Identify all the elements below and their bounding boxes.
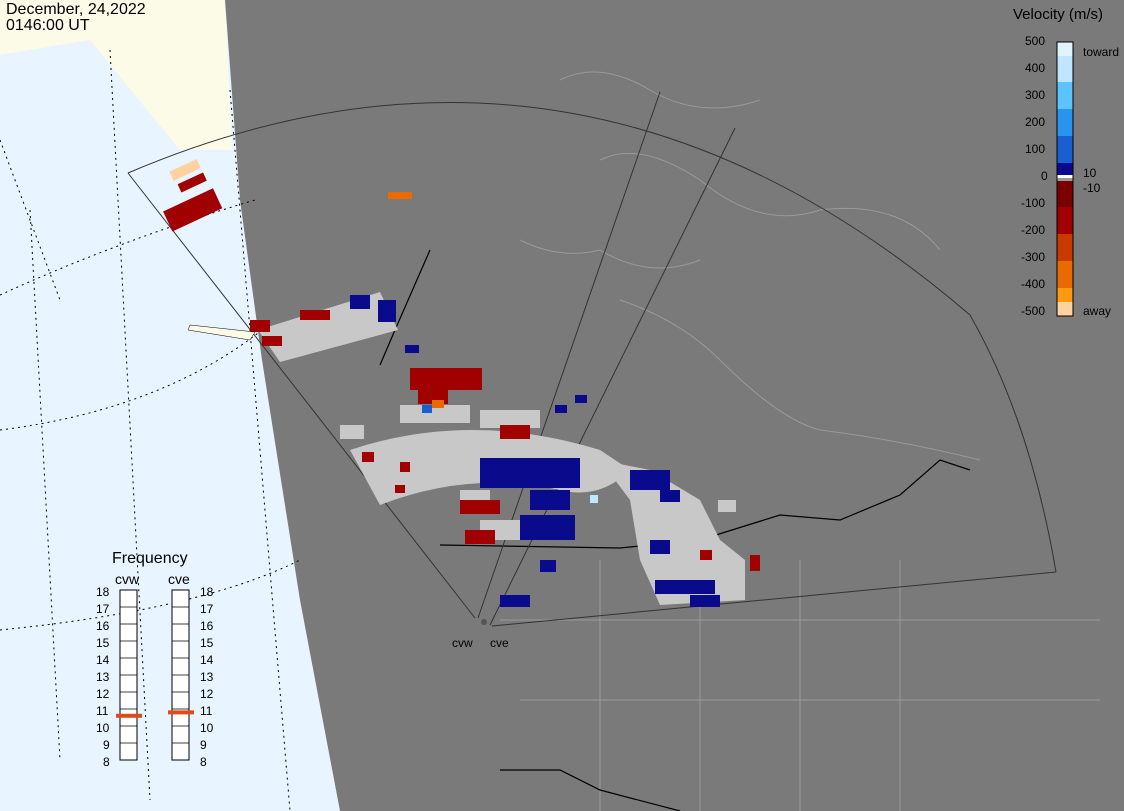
radar-site-marker [481,619,487,625]
freq-right-16: 16 [200,619,214,633]
frequency-title: Frequency [112,550,188,567]
fov-outlines [127,91,1057,627]
freq-left-18: 18 [96,585,110,599]
freq-left-9: 9 [103,738,110,752]
tick-neg500: -500 [1021,304,1046,318]
tick-10: 10 [1083,166,1097,180]
cvw-frequency-marker [116,713,142,718]
radar-label-cve: cve [490,636,509,650]
tick-neg300: -300 [1021,250,1046,264]
away-label: away [1083,304,1112,318]
velocity-legend-title: Velocity (m/s) [1013,6,1104,23]
tick-neg10: -10 [1083,181,1101,195]
coastlines [500,71,1100,811]
freq-right-17: 17 [200,602,214,616]
freq-left-10: 10 [96,721,110,735]
tick-300: 300 [1025,88,1046,102]
freq-right-18: 18 [200,585,214,599]
freq-left-13: 13 [96,670,110,684]
freq-left-12: 12 [96,687,110,701]
freq-right-15: 15 [200,636,214,650]
freq-right-13: 13 [200,670,214,684]
radar-label-cvw: cvw [452,636,473,650]
tick-100: 100 [1025,142,1046,156]
freq-left-15: 15 [96,636,110,650]
tick-200: 200 [1025,115,1046,129]
freq-right-8: 8 [200,755,207,769]
tick-0: 0 [1041,169,1048,183]
freq-right-11: 11 [200,704,213,718]
toward-label: toward [1083,45,1120,59]
freq-left-17: 17 [96,602,110,616]
date-label: December, 24,2022 [6,1,146,18]
freq-left-8: 8 [103,755,110,769]
ice-region [0,0,232,150]
island-outline [187,324,256,341]
velocity-colorbar [1056,41,1074,317]
graticule-lines [0,49,301,811]
cve-gauge-label: cve [168,571,190,587]
freq-left-11: 11 [96,704,109,718]
velocity-cells [163,159,760,607]
freq-right-10: 10 [200,721,214,735]
freq-right-14: 14 [200,653,214,667]
tick-neg400: -400 [1021,277,1046,291]
freq-left-16: 16 [96,619,110,633]
freq-right-12: 12 [200,687,214,701]
tick-neg100: -100 [1021,196,1046,210]
tick-neg200: -200 [1021,223,1046,237]
cvw-gauge-label: cvw [115,571,140,587]
freq-left-14: 14 [96,653,110,667]
tick-500: 500 [1025,34,1046,48]
land-region [225,0,1124,811]
frequency-gauges [116,589,194,761]
cve-frequency-marker [168,710,194,715]
time-label: 0146:00 UT [6,17,90,34]
freq-right-9: 9 [200,738,207,752]
tick-400: 400 [1025,61,1046,75]
